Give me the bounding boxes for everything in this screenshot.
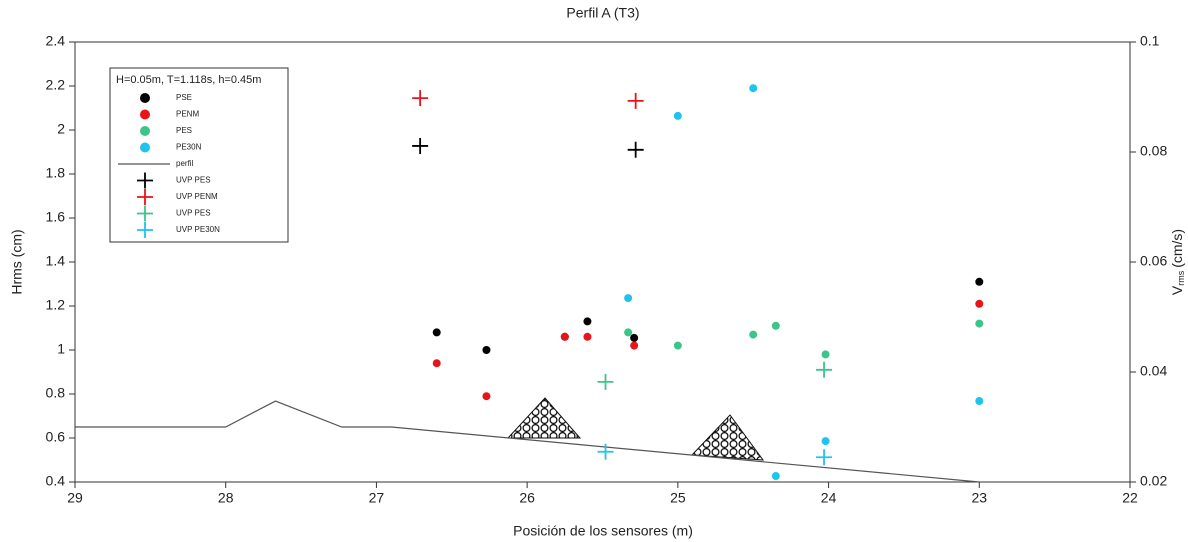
y-tick-label: 0.4 [46,473,66,489]
y-tick-label: 1.6 [46,209,66,225]
point [624,328,633,337]
point [482,346,491,354]
plus-point [627,141,644,158]
point [749,330,758,339]
x-tick-label: 28 [218,490,234,506]
legend-label: PSE [176,93,192,102]
point [583,317,592,326]
y2-label-main: V [1169,285,1185,295]
y-tick-label: 1.2 [46,297,66,313]
y2-label-sub: rms [1176,270,1186,285]
x-tick-label: 25 [670,490,686,506]
legend-label: UVP PE30N [176,225,220,234]
y-tick-label: 0.8 [46,385,66,401]
armour-unit [506,397,582,439]
legend-label: PENM [176,110,199,119]
plus-point [816,361,833,378]
y2-tick-label: 0.06 [1140,253,1167,269]
y-tick-label: 2 [57,121,65,137]
legend-label: PE30N [176,143,202,152]
point [630,333,639,342]
x-tick-label: 26 [519,490,535,506]
x-tick-label: 27 [369,490,385,506]
legend-swatch [140,126,150,136]
y-axis-label: Hrms (cm) [9,229,25,294]
point [583,332,592,341]
plus-point [627,92,644,109]
point [975,397,984,406]
y-tick-label: 1.4 [46,253,66,269]
legend-swatch [137,189,153,205]
y-tick-label: 1.8 [46,165,66,181]
y2-tick-label: 0.02 [1140,473,1167,489]
point [771,321,780,330]
y2-label-unit: (cm/s) [1169,229,1185,268]
point [673,341,682,350]
legend-swatch [140,93,150,103]
armour-unit [690,414,765,461]
legend-swatch [137,222,153,238]
point [673,111,682,120]
x-tick-label: 22 [1122,490,1138,506]
point [630,341,639,350]
y2-tick-label: 0.08 [1140,143,1167,159]
profile-line [75,400,980,483]
plus-point [597,443,614,460]
legend-label: PES [176,126,192,135]
y2-tick-label: 0.1 [1140,33,1160,49]
legend-title: H=0.05m, T=1.118s, h=0.45m [116,74,261,86]
y2-tick-label: 0.04 [1140,363,1167,379]
point [624,294,633,303]
legend-label: UVP PES [176,176,211,185]
point [482,392,491,401]
legend-swatch [140,109,150,120]
point [975,299,984,308]
x-axis-label: Posición de los sensores (m) [513,523,693,539]
point [432,328,441,337]
point [975,319,984,328]
point [432,359,441,368]
x-tick-label: 24 [821,490,837,506]
y-tick-label: 2.4 [46,33,66,49]
x-tick-label: 29 [67,490,83,506]
plus-point [412,90,429,107]
point [560,332,569,341]
plus-point [412,137,429,154]
y2-axis-label: Vrms (cm/s) [1169,229,1187,295]
plus-point [816,449,833,466]
legend-label: perfil [176,159,194,168]
point [821,350,830,359]
point [975,277,984,286]
point [771,472,780,481]
x-tick-label: 23 [971,490,987,506]
point [749,84,758,93]
legend-label: UVP PES [176,209,211,218]
legend-swatch [137,172,153,189]
chart-title: Perfil A (T3) [566,5,639,21]
legend-swatch [137,205,153,222]
y-tick-label: 2.2 [46,77,66,93]
legend-label: UVP PENM [176,192,218,201]
legend-swatch [140,142,150,153]
point [821,437,830,446]
y-tick-label: 1 [57,341,65,357]
plus-point [597,373,614,390]
y-tick-label: 0.6 [46,429,66,445]
